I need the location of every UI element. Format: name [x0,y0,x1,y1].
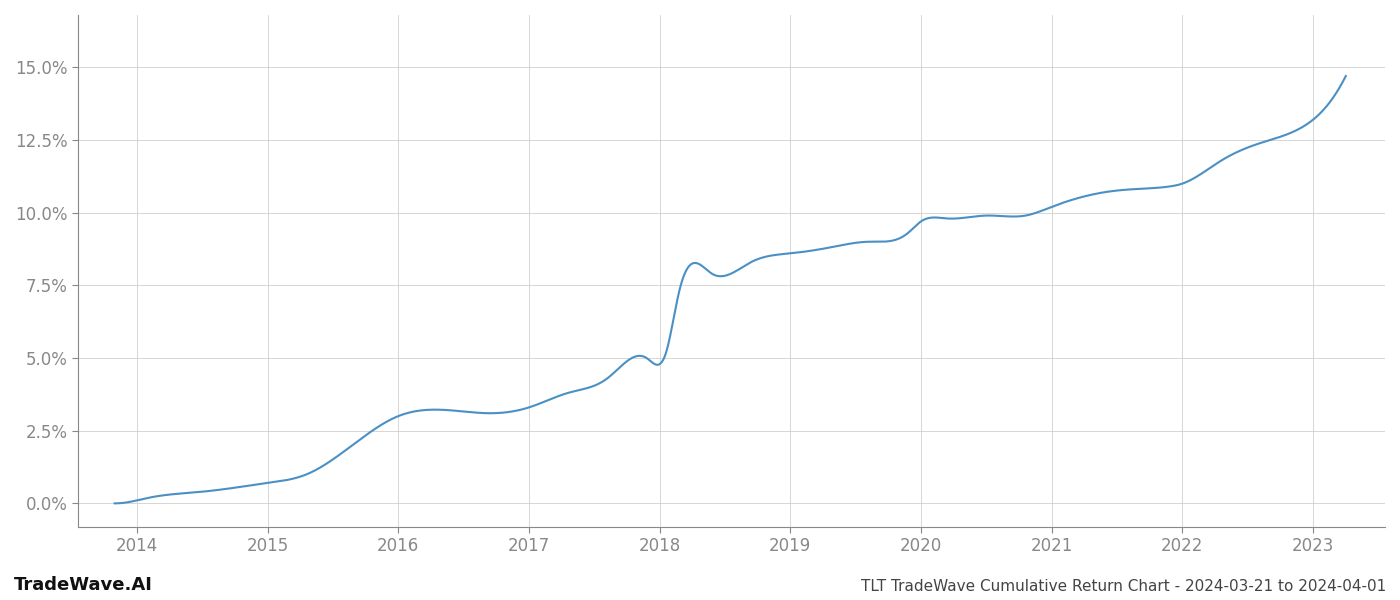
Text: TradeWave.AI: TradeWave.AI [14,576,153,594]
Text: TLT TradeWave Cumulative Return Chart - 2024-03-21 to 2024-04-01: TLT TradeWave Cumulative Return Chart - … [861,579,1386,594]
